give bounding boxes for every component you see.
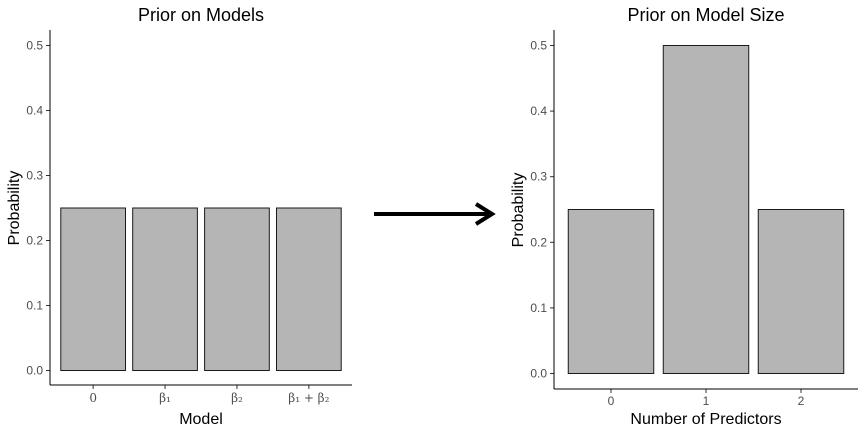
x-tick-label: β₁ bbox=[159, 391, 171, 405]
x-tick-label: β₂ bbox=[231, 391, 243, 405]
y-tick-label: 0.4 bbox=[530, 104, 547, 118]
right-arrow-icon bbox=[374, 202, 496, 226]
chart-prior-on-model-size: Prior on Model Size Probability Number o… bbox=[510, 5, 858, 428]
bar bbox=[567, 209, 655, 374]
bar bbox=[60, 207, 126, 371]
bar bbox=[757, 209, 845, 374]
y-axis-label: Probability bbox=[6, 171, 23, 246]
chart-title: Prior on Model Size bbox=[627, 5, 784, 25]
x-axis-label: Number of Predictors bbox=[630, 411, 781, 428]
bar bbox=[204, 207, 270, 371]
chart-prior-on-models: Prior on Models Probability Model 0.0 0.1… bbox=[6, 5, 352, 428]
x-tick-label: 2 bbox=[798, 394, 805, 408]
x-tick-label: 0 bbox=[89, 391, 97, 405]
y-tick-label: 0.2 bbox=[530, 235, 547, 249]
y-axis-label: Probability bbox=[510, 173, 527, 248]
y-tick-label: 0.2 bbox=[26, 234, 43, 248]
y-tick-label: 0.0 bbox=[530, 367, 547, 381]
chart-title: Prior on Models bbox=[138, 5, 264, 25]
y-ticks: 0.0 0.1 0.2 0.3 0.4 0.5 bbox=[26, 39, 50, 378]
y-tick-label: 0.1 bbox=[530, 301, 547, 315]
bar bbox=[276, 207, 342, 371]
x-ticks: 0 1 2 bbox=[608, 389, 805, 408]
y-ticks: 0.0 0.1 0.2 0.3 0.4 0.5 bbox=[530, 39, 554, 381]
y-tick-label: 0.5 bbox=[26, 39, 43, 53]
x-tick-label: 1 bbox=[703, 394, 710, 408]
y-tick-label: 0.5 bbox=[530, 39, 547, 53]
bar bbox=[662, 45, 750, 374]
x-tick-label: 0 bbox=[608, 394, 615, 408]
x-tick-label: β₁ + β₂ bbox=[288, 391, 329, 405]
y-tick-label: 0.0 bbox=[26, 364, 43, 378]
y-tick-label: 0.3 bbox=[26, 169, 43, 183]
bars bbox=[567, 45, 845, 374]
x-ticks: 0 β₁ β₂ β₁ + β₂ bbox=[89, 385, 330, 405]
y-tick-label: 0.4 bbox=[26, 104, 43, 118]
bars bbox=[60, 207, 342, 371]
x-axis-label: Model bbox=[179, 411, 223, 428]
y-tick-label: 0.1 bbox=[26, 299, 43, 313]
bar bbox=[132, 207, 198, 371]
y-tick-label: 0.3 bbox=[530, 170, 547, 184]
